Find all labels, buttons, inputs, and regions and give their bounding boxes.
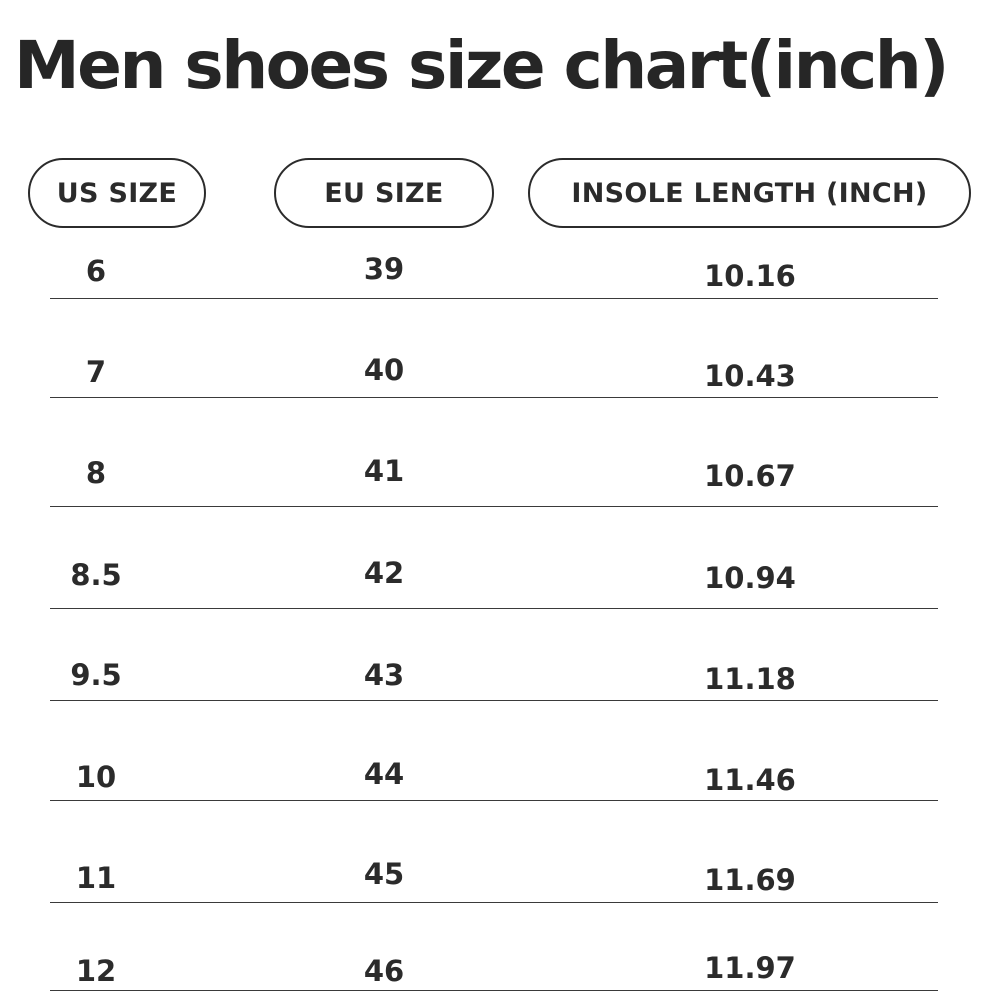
us-size-cell: 10 <box>75 760 117 794</box>
insole-length-cell: 10.67 <box>704 459 796 493</box>
eu-size-cell: 40 <box>363 353 405 387</box>
table-row: 8.5 42 10.94 <box>0 0 1000 609</box>
row-divider <box>50 700 938 701</box>
insole-length-cell: 11.18 <box>704 662 796 696</box>
us-size-cell: 6 <box>85 254 107 288</box>
us-size-cell: 11 <box>75 861 117 895</box>
table-row: 6 39 10.16 <box>0 0 1000 299</box>
header-us-size: US SIZE <box>28 158 206 228</box>
us-size-cell: 9.5 <box>70 658 122 692</box>
insole-length-cell: 10.16 <box>704 259 796 293</box>
header-eu-size: EU SIZE <box>274 158 494 228</box>
table-row: 7 40 10.43 <box>0 0 1000 398</box>
row-divider <box>50 397 938 398</box>
row-divider <box>50 990 938 991</box>
eu-size-cell: 44 <box>363 757 405 791</box>
page-title: Men shoes size chart(inch) <box>14 27 949 104</box>
us-size-cell: 7 <box>85 355 107 389</box>
insole-length-cell: 11.46 <box>704 763 796 797</box>
us-size-cell: 8.5 <box>70 558 122 592</box>
table-row: 10 44 11.46 <box>0 0 1000 801</box>
eu-size-cell: 42 <box>363 556 405 590</box>
eu-size-cell: 45 <box>363 857 405 891</box>
table-row: 11 45 11.69 <box>0 0 1000 903</box>
eu-size-cell: 41 <box>363 454 405 488</box>
insole-length-cell: 11.97 <box>704 951 796 985</box>
us-size-cell: 8 <box>85 456 107 490</box>
row-divider <box>50 608 938 609</box>
insole-length-cell: 11.69 <box>704 863 796 897</box>
insole-length-cell: 10.43 <box>704 359 796 393</box>
row-divider <box>50 298 938 299</box>
us-size-cell: 12 <box>75 954 117 988</box>
eu-size-cell: 39 <box>363 252 405 286</box>
insole-length-cell: 10.94 <box>704 561 796 595</box>
table-row: 8 41 10.67 <box>0 0 1000 507</box>
header-insole-length: INSOLE LENGTH (INCH) <box>528 158 971 228</box>
table-row: 9.5 43 11.18 <box>0 0 1000 701</box>
eu-size-cell: 46 <box>363 954 405 988</box>
row-divider <box>50 902 938 903</box>
eu-size-cell: 43 <box>363 658 405 692</box>
row-divider <box>50 506 938 507</box>
row-divider <box>50 800 938 801</box>
